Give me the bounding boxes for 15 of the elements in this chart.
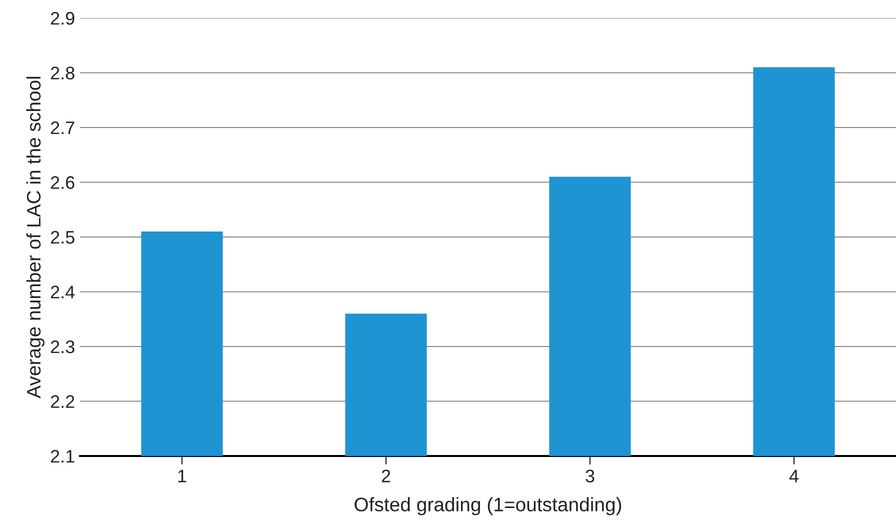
y-tick-label: 2.9 [50, 12, 74, 25]
y-tick-label: 2.2 [50, 395, 74, 408]
x-tick-label: 2 [382, 470, 390, 482]
x-axis-title: Ofsted grading (1=outstanding) [354, 497, 622, 516]
y-tick-label: 2.5 [50, 230, 74, 244]
y-tick-label: 2.1 [50, 450, 74, 463]
x-tick-label: 4 [789, 470, 798, 482]
y-tick-label: 2.3 [50, 340, 74, 354]
y-axis-title: Average number of LAC in the school [26, 76, 44, 398]
y-tick-label: 2.7 [50, 121, 74, 134]
x-tick-label: 3 [586, 470, 594, 482]
y-tick-label: 2.8 [50, 66, 74, 80]
y-tick-label: 2.4 [50, 286, 75, 298]
y-tick-label: 2.6 [50, 176, 74, 189]
x-tick-label: 1 [178, 470, 186, 482]
